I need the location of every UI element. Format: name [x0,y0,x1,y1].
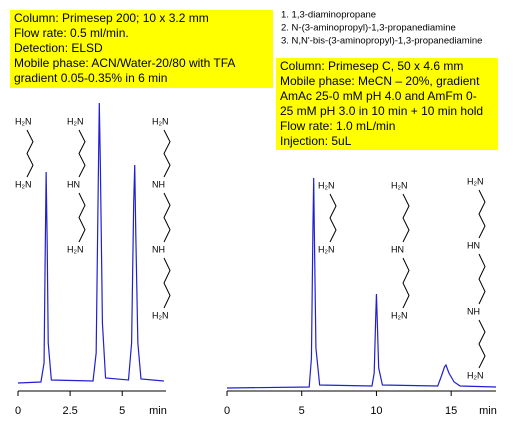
trace [226,177,497,389]
structure-label: H₂N [152,116,169,126]
x-tick-label: 0 [224,405,230,417]
structure-label: H₂N [391,310,408,320]
info-box [276,58,498,150]
info-text: Flow rate: 0.5 ml/min. [14,26,129,40]
bond [163,192,171,243]
bond [163,257,171,309]
info-text: 25 mM pH 3.0 in 10 min + 10 min hold [280,104,483,118]
bond [329,193,337,243]
compound-label: 1. 1,3-diaminopropane [281,10,376,21]
structure-label: H₂N [152,310,169,320]
info-box [10,10,273,88]
bond [478,253,486,305]
bond [402,257,410,309]
info-text: Mobile phase: ACN/Water-20/80 with TFA [14,56,235,70]
bond [163,129,171,178]
structure-label: H₂N [467,370,484,380]
x-tick-label: 5 [119,405,125,417]
info-text: Column: Primesep 200; 10 x 3.2 mm [14,11,209,25]
info-text: Flow rate: 1.0 mL/min [280,119,395,133]
x-tick-label: 15 [445,405,457,417]
structure-label: NH [467,306,480,316]
structure-label: NH [152,244,165,254]
structure-label: H₂N [318,244,335,254]
x-axis-label: min [149,405,167,417]
info-text: Injection: 5uL [280,134,352,148]
structure-label: H₂N [467,176,484,186]
x-tick-label: 5 [299,405,305,417]
bond [26,129,34,178]
structure-label: H₂N [67,244,84,254]
x-axis-label: min [479,405,497,417]
compound-label: 3. N,N'-bis-(3-aminopropyl)-1,3-propaned… [281,36,482,47]
structure-label: H₂N [67,116,84,126]
bond [78,129,86,178]
bond [402,193,410,243]
info-text: AmAc 25-0 mM pH 4.0 and AmFm 0- [280,89,477,103]
info-text: Mobile phase: MeCN – 20%, gradient [280,74,480,88]
structure-label: HN [391,244,404,254]
bond [78,192,86,243]
bond [478,319,486,369]
x-tick-label: 10 [370,405,382,417]
structure-label: HN [467,240,480,250]
trace [17,102,164,384]
bond [478,189,486,239]
structure-label: HN [67,179,80,189]
compound-label: 2. N-(3-aminopropyl)-1,3-propanediamine [281,23,456,34]
info-text: Detection: ELSD [14,41,103,55]
info-text: gradient 0.05-0.35% in 6 min [14,71,167,85]
structure-label: H₂N [391,180,408,190]
structure-label: H₂N [15,179,32,189]
structure-label: H₂N [318,180,335,190]
structure-label: H₂N [15,116,32,126]
info-text: Column: Primesep C, 50 x 4.6 mm [280,59,463,73]
x-tick-label: 0 [15,405,21,417]
structure-label: NH [152,179,165,189]
x-tick-label: 2.5 [62,405,77,417]
